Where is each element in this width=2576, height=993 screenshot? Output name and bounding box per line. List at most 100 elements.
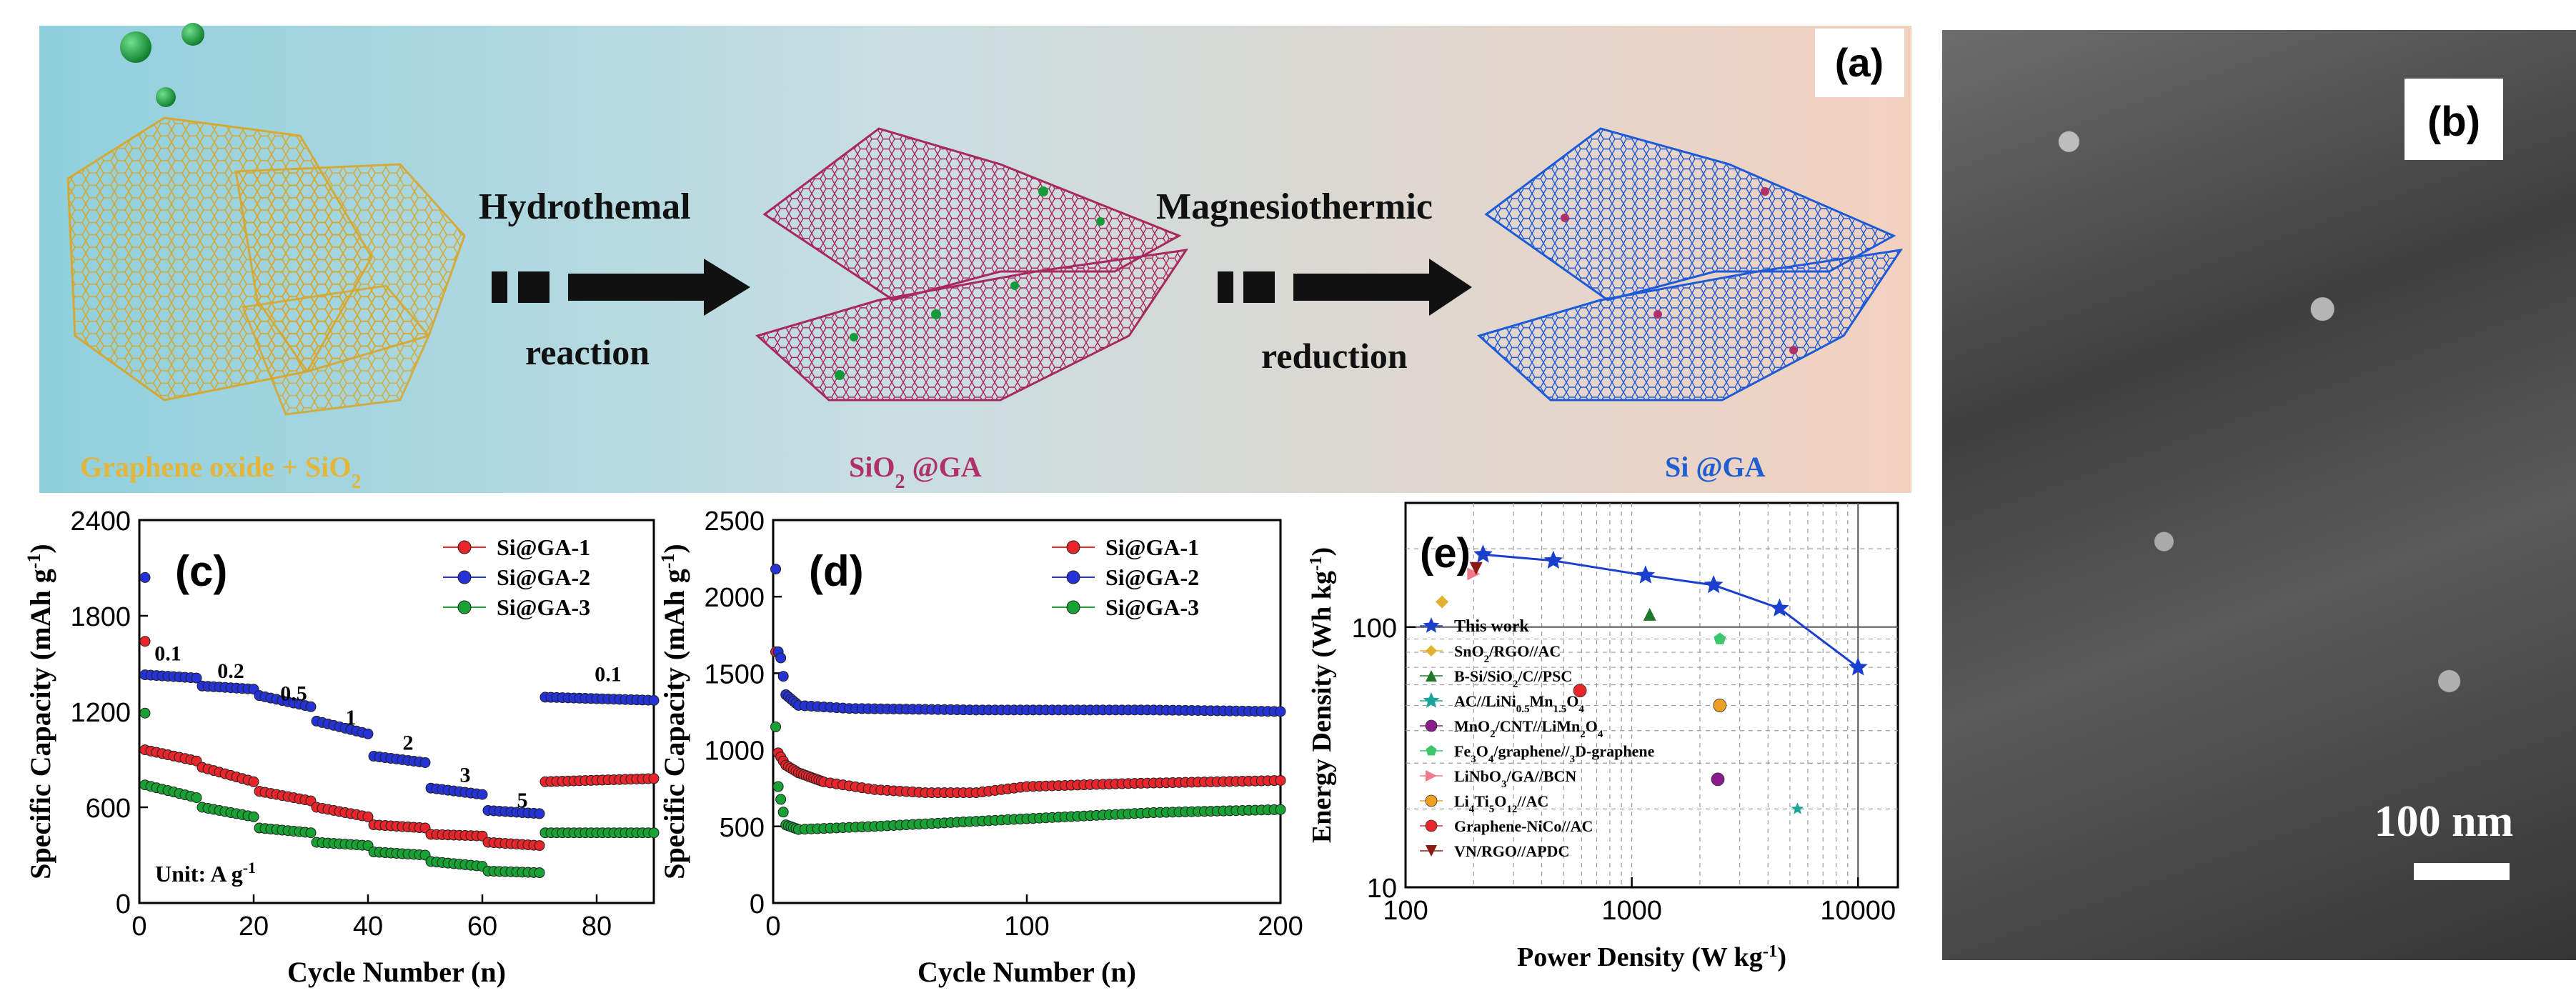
legend-marker — [1066, 570, 1080, 584]
x-tick-label: 20 — [239, 912, 269, 942]
data-point — [248, 776, 259, 787]
reference-point — [1711, 772, 1725, 787]
panel-label: (e) — [1420, 530, 1471, 577]
panel-b: (b) 100 nm — [2374, 79, 2513, 880]
panel-b-label: (b) — [2427, 99, 2480, 145]
panel-a: Graphene oxide + SiO2 Hydrothemal reacti… — [39, 23, 1911, 493]
y-tick-label: 10 — [1367, 874, 1397, 904]
x-tick-label: 60 — [467, 912, 497, 942]
legend-marker — [1426, 645, 1437, 657]
x-tick-label: 80 — [582, 912, 612, 942]
data-point — [648, 827, 660, 839]
y-tick-label: 1200 — [70, 698, 131, 728]
series-Si@GA-2 — [770, 564, 1286, 717]
data-point — [419, 757, 431, 768]
data-point — [770, 721, 782, 732]
series-Si@GA-1 — [770, 646, 1286, 799]
scale-bar — [2414, 863, 2510, 880]
y-tick-label: 1800 — [70, 602, 131, 632]
data-point — [1275, 706, 1286, 717]
data-point — [139, 636, 151, 647]
y-tick-label: 0 — [116, 889, 131, 919]
reference-point — [1714, 632, 1726, 644]
arrow-hydrothermal: Hydrothemal reaction — [479, 186, 750, 372]
rate-label: 1 — [346, 706, 357, 729]
rate-label: 0.1 — [154, 642, 181, 666]
this-work-point — [1473, 544, 1493, 563]
reference-point — [1469, 562, 1483, 575]
this-work-point — [1543, 550, 1563, 569]
this-work-point — [1770, 598, 1789, 617]
legend-label: SnO2/RGO//AC — [1454, 642, 1561, 665]
plot-frame — [138, 519, 655, 904]
y-axis-label: Energy Density (Wh kg-1) — [1306, 547, 1338, 843]
rate-label: 0.2 — [217, 659, 244, 683]
legend-label: VN/RGO//APDC — [1454, 842, 1569, 860]
legend-marker — [1423, 692, 1440, 708]
panel-b-label-box — [2405, 79, 2503, 160]
reference-point — [1436, 595, 1449, 609]
legend-label: Graphene-NiCo//AC — [1454, 817, 1593, 835]
rate-label: 3 — [460, 763, 471, 787]
data-point — [775, 652, 787, 664]
legend-marker — [1066, 600, 1080, 614]
x-tick-label: 0 — [131, 912, 146, 942]
series-Si@GA-2 — [139, 572, 660, 819]
legend: Si@GA-1 Si@GA-2 Si@GA-3 — [1052, 534, 1199, 620]
data-point — [534, 808, 545, 819]
data-point — [248, 811, 259, 822]
data-point — [775, 794, 787, 805]
legend-label: Fe3O4/graphene//3D-graphene — [1454, 742, 1655, 765]
this-work-point — [1848, 657, 1868, 676]
arrow-magnesiothermic: Magnesiothermic reduction — [1156, 186, 1472, 376]
x-tick-label: 0 — [765, 912, 780, 942]
step-title-si-ga: Si @GA — [1665, 451, 1766, 483]
data-point — [534, 840, 545, 852]
legend-marker — [457, 540, 472, 554]
data-point — [139, 707, 151, 719]
legend-marker — [1426, 845, 1437, 857]
chart-d: 0 500 1000 1500 2000 2500 0 100 200 Specific Capa… — [657, 507, 1303, 988]
data-point — [777, 807, 789, 818]
reference-point — [1713, 699, 1727, 712]
y-tick-label: 600 — [86, 794, 131, 824]
legend-marker — [457, 600, 472, 614]
step-title-sio2-ga: SiO2 @GA — [849, 451, 982, 493]
data-point — [772, 781, 784, 792]
panel-label: (c) — [175, 547, 227, 595]
this-work-point — [1704, 575, 1724, 594]
rate-label: 2 — [403, 732, 414, 755]
legend-marker — [1426, 745, 1437, 756]
x-axis-label: Cycle Number (n) — [917, 956, 1136, 988]
arrow-bottom-label: reduction — [1261, 336, 1408, 376]
legend-marker — [1425, 794, 1438, 807]
y-axis-label: Specific Capacity (mAh g-1) — [657, 544, 691, 879]
data-point — [305, 827, 317, 839]
y-tick-label: 1000 — [704, 737, 765, 767]
panel-a-label: (a) — [1835, 40, 1884, 85]
y-tick-label: 1500 — [704, 659, 765, 689]
x-tick-label: 40 — [353, 912, 383, 942]
x-tick-label: 200 — [1258, 912, 1303, 942]
legend-marker — [1426, 670, 1437, 682]
this-work-line — [1483, 553, 1859, 669]
legend-marker — [1425, 819, 1438, 832]
y-tick-label: 2500 — [704, 507, 765, 537]
legend-marker — [1066, 540, 1080, 554]
graphene-oxide-sheet — [66, 116, 466, 416]
legend-label: Si@GA-3 — [1105, 594, 1199, 620]
sio2-ga-sheet — [755, 127, 1189, 401]
unit-label: Unit: A g-1 — [155, 859, 256, 887]
data-point — [1275, 774, 1286, 786]
arrow-top-label: Magnesiothermic — [1156, 186, 1433, 227]
reference-point — [1791, 802, 1804, 814]
rate-label: 5 — [517, 789, 528, 812]
reference-point — [1467, 567, 1481, 581]
data-point — [477, 789, 488, 800]
legend-label: Si@GA-2 — [497, 564, 590, 590]
legend-label: Si@GA-2 — [1105, 564, 1199, 590]
legend-marker — [1423, 617, 1440, 633]
data-point — [191, 792, 202, 804]
legend-marker — [1425, 719, 1438, 732]
